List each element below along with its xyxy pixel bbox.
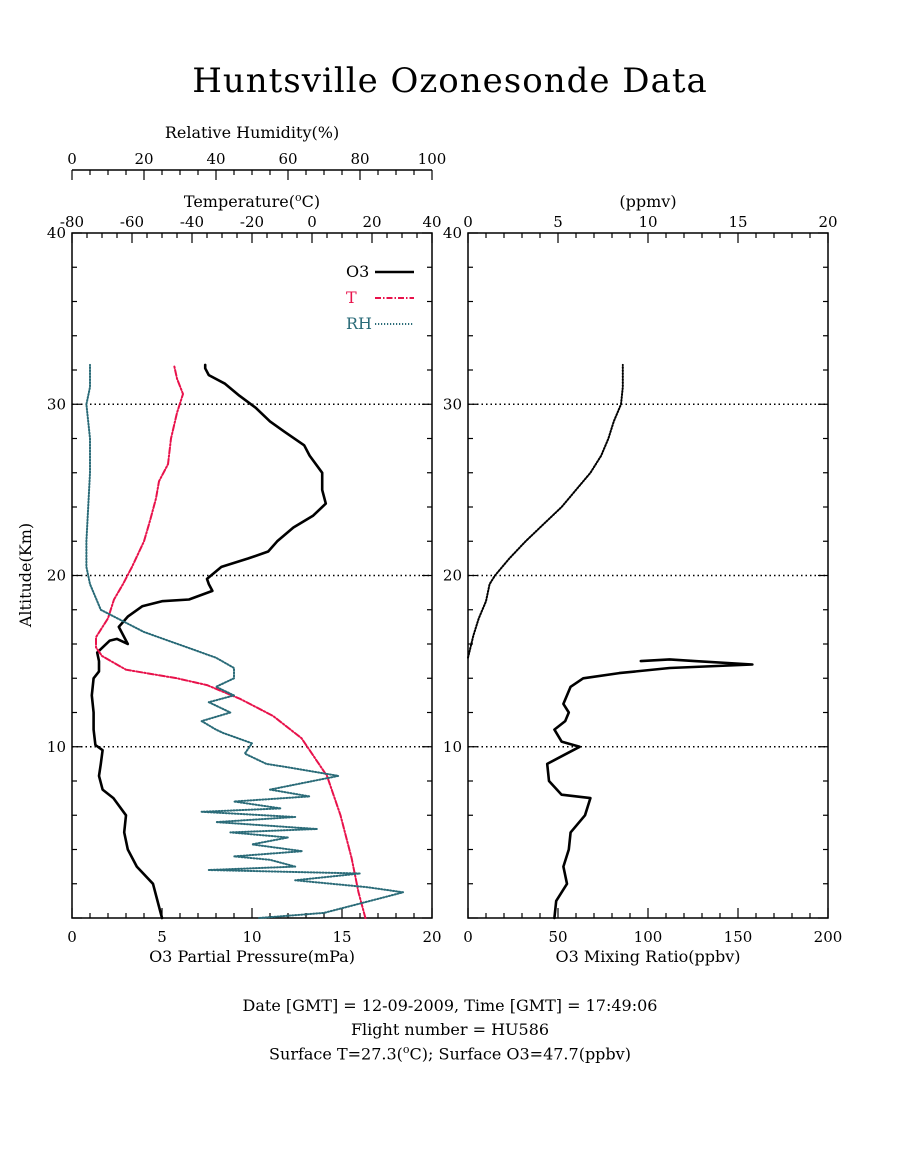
right-x-tick-label: 150 xyxy=(724,928,753,946)
legend: O3 T RH xyxy=(346,262,414,333)
left-y-tick-label: 40 xyxy=(47,224,66,242)
ppmv-axis-tick-label: 0 xyxy=(463,213,473,231)
footer-surface-sup: o xyxy=(402,1043,410,1056)
left-x-tick-label: 20 xyxy=(422,928,441,946)
left-x-tick-label: 0 xyxy=(67,928,77,946)
temp-axis-label-prefix: Temperature( xyxy=(184,192,295,211)
right-y-tick-label: 20 xyxy=(443,567,462,585)
footer-surface-suffix: C); Surface O3=47.7(ppbv) xyxy=(409,1044,631,1064)
series-o3-mixing-ratio-upper-line xyxy=(467,363,624,659)
footer-date-line: Date [GMT] = 12-09-2009, Time [GMT] = 17… xyxy=(242,996,658,1015)
left-y-tick-label: 10 xyxy=(47,738,66,756)
left-x-axis-label: O3 Partial Pressure(mPa) xyxy=(149,947,355,966)
temp-axis-tick-label: -80 xyxy=(60,213,84,231)
right-y-tick-label: 30 xyxy=(443,395,462,413)
rh-axis-tick-label: 80 xyxy=(350,150,369,168)
left-x-tick-label: 10 xyxy=(242,928,261,946)
temp-axis-tick-label: 20 xyxy=(362,213,381,231)
temp-axis-label: Temperature(oC) xyxy=(184,191,320,212)
page-title: Huntsville Ozonesonde Data xyxy=(192,61,708,101)
ppmv-axis-label: (ppmv) xyxy=(619,192,676,211)
series-o3-mixing-ratio-line xyxy=(545,658,754,920)
ppmv-axis-tick-label: 15 xyxy=(728,213,747,231)
left-x-tick-label: 15 xyxy=(332,928,351,946)
left-panel: 10 20 30 40 0 5 10 15 20 O3 Partial Pressure(mPa)… xyxy=(16,123,446,966)
footer-surface-prefix: Surface T=27.3( xyxy=(269,1044,403,1064)
ppmv-axis-tick-label: 20 xyxy=(818,213,837,231)
temp-axis-tick-label: 0 xyxy=(307,213,317,231)
temp-axis-tick-label: -20 xyxy=(240,213,264,231)
rh-axis-tick-label: 100 xyxy=(418,150,447,168)
rh-axis-tick-label: 60 xyxy=(278,150,297,168)
series-t-line xyxy=(95,363,367,919)
rh-axis-tick-label: 0 xyxy=(67,150,77,168)
rh-axis-tick-label: 40 xyxy=(206,150,225,168)
temp-axis-tick-label: -40 xyxy=(180,213,204,231)
temp-axis-tick-label: -60 xyxy=(120,213,144,231)
right-x-tick-label: 100 xyxy=(634,928,663,946)
left-y-axis-label: Altitude(Km) xyxy=(16,523,35,628)
right-x-tick-label: 0 xyxy=(463,928,473,946)
left-y-tick-label: 20 xyxy=(47,567,66,585)
right-x-tick-label: 200 xyxy=(814,928,843,946)
left-y-tick-label: 30 xyxy=(47,395,66,413)
rh-axis-tick-label: 20 xyxy=(134,150,153,168)
right-x-tick-label: 50 xyxy=(548,928,567,946)
temp-axis-tick-label: 40 xyxy=(422,213,441,231)
ppmv-axis-tick-label: 5 xyxy=(553,213,563,231)
right-y-tick-label: 40 xyxy=(443,224,462,242)
temp-axis-label-suffix: C) xyxy=(302,192,320,211)
legend-label-rh: RH xyxy=(346,314,372,333)
footer-surface-line: Surface T=27.3(oC); Surface O3=47.7(ppbv… xyxy=(0,1043,900,1063)
left-x-tick-label: 5 xyxy=(157,928,167,946)
right-x-axis-label: O3 Mixing Ratio(ppbv) xyxy=(555,947,740,966)
legend-label-t: T xyxy=(346,288,357,307)
footer-flight-line: Flight number = HU586 xyxy=(350,1020,550,1039)
series-rh-line xyxy=(85,363,405,919)
legend-label-o3: O3 xyxy=(346,262,369,281)
rh-axis-label: Relative Humidity(%) xyxy=(165,123,339,142)
series-o3-line xyxy=(90,363,328,920)
temp-axis-label-sup: o xyxy=(295,191,302,204)
right-y-tick-label: 10 xyxy=(443,738,462,756)
ppmv-axis-tick-label: 10 xyxy=(638,213,657,231)
